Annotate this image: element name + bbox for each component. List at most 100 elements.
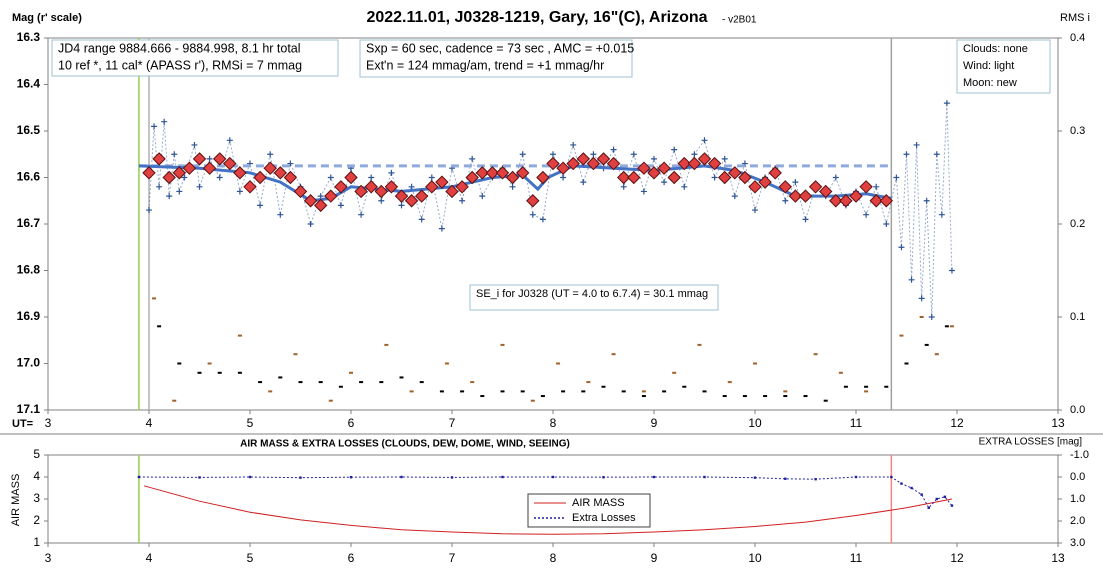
cross-marker — [418, 216, 425, 223]
rms-marker — [409, 390, 414, 393]
cross-marker — [792, 179, 799, 186]
y2-tick-label: 0.1 — [1070, 311, 1085, 323]
rms-marker — [157, 325, 162, 328]
diamond-marker — [283, 170, 298, 185]
rms-marker — [470, 381, 475, 384]
rms-marker — [742, 395, 747, 398]
rms-marker — [904, 362, 909, 365]
cross-marker — [550, 151, 556, 158]
x-tick-label: 5 — [247, 551, 254, 565]
dot-marker — [652, 475, 656, 479]
diamond-marker — [768, 166, 782, 180]
rms-marker — [293, 353, 298, 356]
x-tick-label: 3 — [45, 416, 52, 430]
rms-marker — [207, 362, 212, 365]
x-tick-label: 8 — [550, 416, 557, 430]
rms-marker — [722, 395, 727, 398]
rms-marker — [641, 395, 646, 398]
diamond-marker — [172, 166, 187, 180]
cross-marker — [327, 174, 334, 181]
cross-marker — [610, 146, 617, 153]
rms-marker — [480, 395, 485, 398]
cross-marker — [459, 197, 466, 204]
x-tick-label: 6 — [348, 416, 355, 430]
rms-marker — [803, 395, 808, 398]
cross-marker — [671, 146, 678, 153]
dot-marker — [784, 477, 787, 480]
dot-marker — [920, 493, 923, 496]
diamond-marker — [687, 156, 702, 171]
diamond-marker — [586, 156, 601, 171]
rms-marker — [611, 353, 616, 356]
series-line — [143, 485, 952, 535]
diamond-marker — [829, 194, 843, 208]
dot-marker — [753, 476, 757, 479]
cross-marker — [580, 179, 587, 186]
cross-marker — [752, 207, 758, 214]
diamond-marker — [313, 198, 328, 213]
cross-marker — [943, 100, 950, 107]
cross-marker — [681, 183, 688, 190]
y2-tick-label: 0.3 — [1070, 125, 1085, 137]
rms-marker — [864, 390, 869, 393]
diamond-marker — [414, 189, 429, 203]
chart-title: AIR MASS & EXTRA LOSSES (CLOUDS, DEW, DO… — [240, 439, 570, 450]
diamond-marker — [334, 180, 348, 194]
diamond-marker — [142, 166, 156, 180]
cross-marker — [928, 314, 935, 320]
diamond-marker — [677, 156, 692, 171]
rms-marker — [641, 390, 646, 393]
x-tick-label: 7 — [449, 551, 456, 565]
diamond-marker — [495, 166, 510, 180]
rms-marker — [237, 371, 242, 374]
diamond-marker — [647, 166, 661, 180]
plot-area — [47, 37, 1059, 411]
dot-marker — [814, 478, 817, 481]
diamond-marker — [445, 184, 459, 199]
diamond-marker — [818, 184, 833, 199]
diamond-marker — [425, 180, 439, 194]
rms-marker — [460, 390, 465, 393]
diamond-marker — [667, 170, 681, 185]
dot-marker — [854, 475, 858, 479]
diamond-marker — [556, 161, 570, 175]
dot-marker — [890, 475, 893, 479]
rms-marker — [172, 399, 177, 402]
dot-marker — [137, 475, 141, 479]
annotation-text: 10 ref *, 11 cal* (APASS r'), RMSi = 7 m… — [58, 58, 302, 72]
annotation-box — [469, 284, 719, 311]
cross-marker — [701, 137, 708, 144]
y-axis-title: Mag (r' scale) — [12, 12, 82, 24]
cross-marker — [933, 151, 940, 158]
rms-marker — [298, 381, 303, 384]
y-tick-label: 16.5 — [17, 123, 41, 137]
cross-marker — [893, 174, 900, 181]
rms-marker — [399, 376, 404, 379]
diamond-marker — [859, 180, 873, 194]
rms-marker — [268, 390, 273, 393]
x-tick-label: 4 — [146, 551, 153, 565]
cross-marker — [398, 202, 405, 209]
y-tick-label: 16.3 — [17, 30, 41, 44]
cross-marker — [863, 211, 870, 218]
rms-marker — [384, 343, 389, 346]
cross-marker — [782, 197, 789, 204]
cross-marker — [479, 193, 486, 200]
cross-marker — [711, 174, 718, 181]
cross-marker — [509, 183, 516, 190]
diamond-marker — [152, 152, 166, 166]
x-tick-label: 13 — [1051, 551, 1065, 565]
diamond-marker — [404, 194, 419, 208]
rms-marker — [813, 353, 818, 356]
cross-marker — [337, 202, 344, 209]
y-axis-title: AIR MASS — [10, 474, 22, 527]
diamond-marker — [627, 170, 641, 185]
y2-tick-label: 3.0 — [1070, 537, 1085, 549]
cross-marker — [630, 151, 637, 158]
dot-marker — [248, 475, 252, 479]
annotation-box — [956, 39, 1051, 94]
dot-marker — [501, 475, 504, 479]
cross-marker — [146, 207, 152, 214]
cross-marker — [206, 155, 213, 162]
rms-marker — [338, 385, 343, 388]
